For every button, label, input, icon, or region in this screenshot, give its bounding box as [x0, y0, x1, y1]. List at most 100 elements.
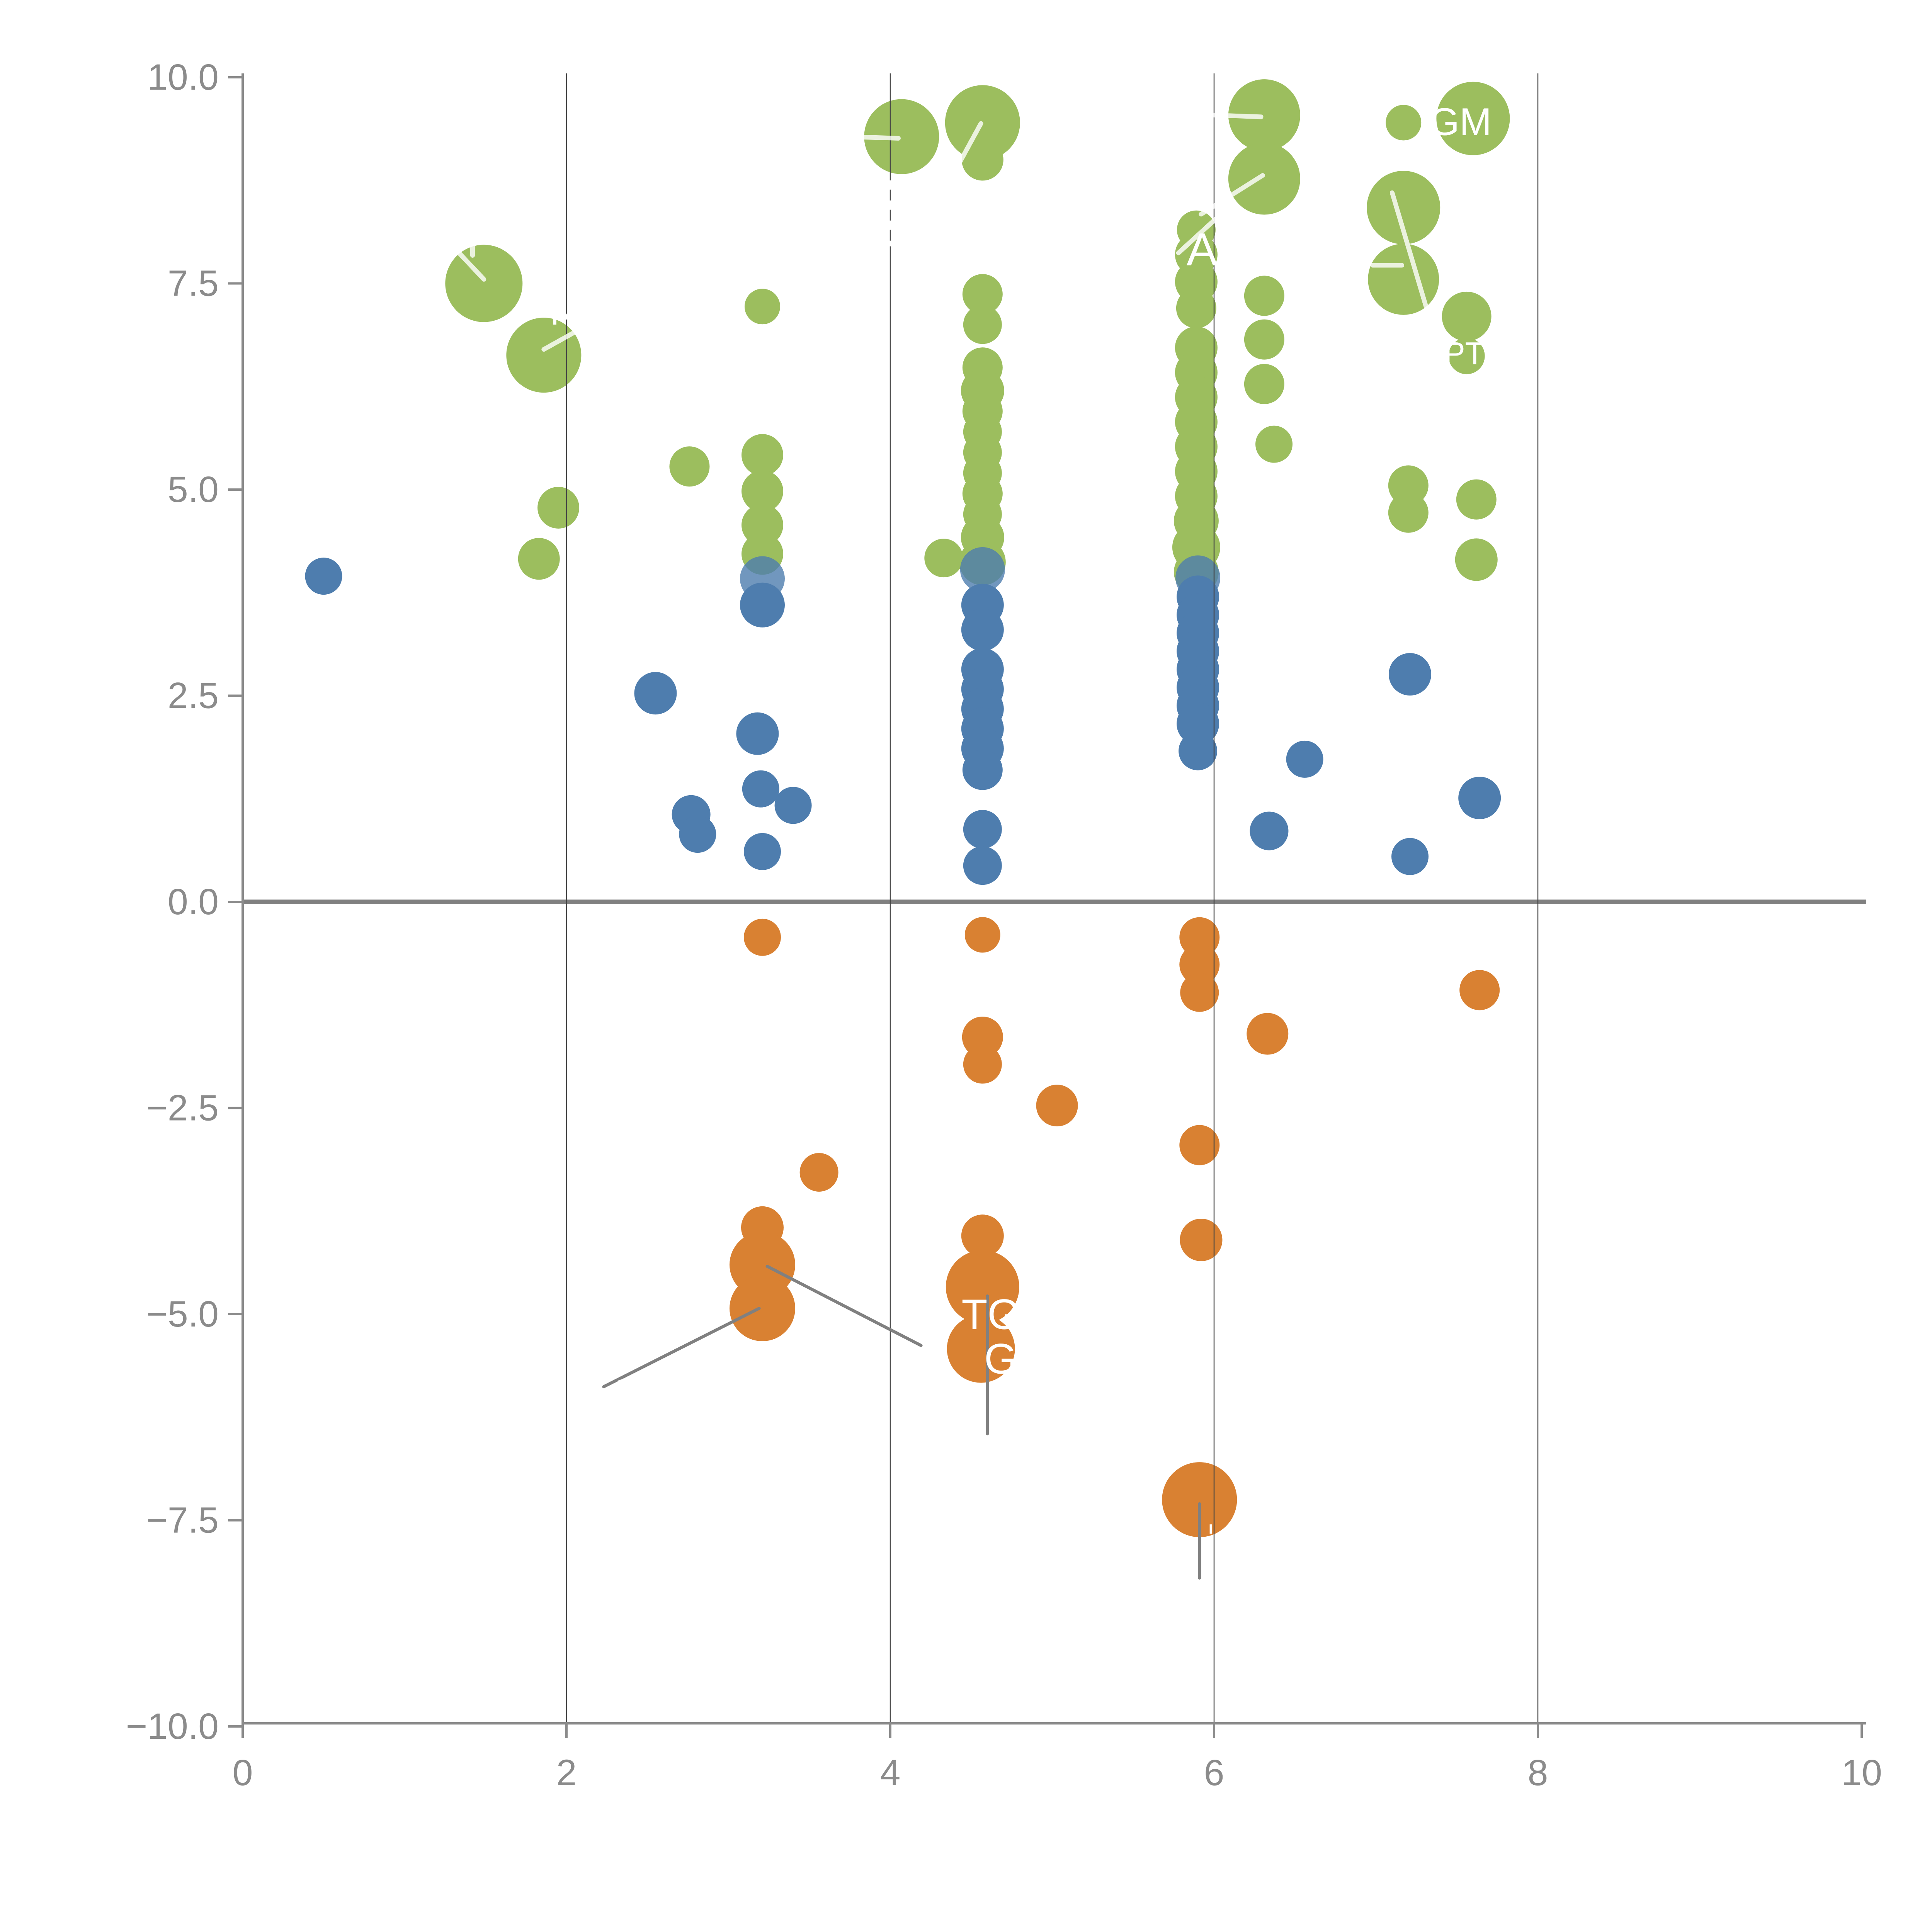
- bubble: [963, 305, 1002, 344]
- bubble: [741, 470, 783, 512]
- annotation-label: GM: [1429, 100, 1492, 143]
- bubble: [962, 274, 1003, 315]
- annotation-label: G: [984, 1335, 1017, 1383]
- annotation-label: TG: [961, 1291, 1020, 1338]
- y-tick-label: 2.5: [168, 675, 219, 716]
- green-bubbles: [445, 79, 1510, 595]
- y-tick-label: 5.0: [168, 469, 219, 510]
- bubble: [1179, 1125, 1220, 1165]
- white-leader-line: [1199, 173, 1265, 217]
- bubble: [669, 446, 710, 487]
- bubble: [799, 1153, 838, 1192]
- bubble: [1247, 1013, 1289, 1055]
- bubble: [1180, 1218, 1223, 1261]
- bubble: [679, 816, 716, 853]
- x-tick-label: 4: [880, 1752, 901, 1793]
- bubble: [1244, 276, 1284, 316]
- bubble: [961, 608, 1004, 651]
- bubble: [741, 434, 783, 476]
- bubble: [445, 245, 523, 322]
- bubble: [1442, 291, 1492, 341]
- bubble: [736, 712, 779, 755]
- bubble: [962, 1016, 1003, 1058]
- bubble: [1448, 338, 1485, 374]
- bubble: [1368, 243, 1439, 315]
- bubble: [1455, 538, 1498, 581]
- bubble: [742, 770, 779, 808]
- bubble: [743, 833, 781, 870]
- bubble: [1228, 79, 1300, 151]
- bubble: [744, 289, 780, 325]
- bubble: [1177, 702, 1219, 745]
- white-leader-line: [541, 318, 598, 352]
- white-leader-line: [1171, 111, 1264, 119]
- bubble: [1162, 1462, 1237, 1537]
- bubble: [1179, 944, 1220, 985]
- bubble: [1386, 105, 1422, 141]
- bubble: [1179, 731, 1218, 770]
- x-tick-label: 2: [556, 1752, 577, 1793]
- y-tick-label: −7.5: [146, 1500, 219, 1541]
- bubble: [947, 1315, 1015, 1383]
- bubble: [1456, 479, 1497, 520]
- axes-layer: 10.0 7.5 5.0 2.5 0.0 −2.5 −5.0 −7.5 −10.0 0 2 4 6 8 10: [126, 57, 1882, 1793]
- bubble: [924, 539, 963, 578]
- white-leader-line: [1176, 215, 1220, 255]
- y-tick-label: −5.0: [146, 1294, 219, 1335]
- bubble: [1388, 492, 1429, 533]
- bubble: [729, 1276, 795, 1342]
- bubble: [1459, 970, 1500, 1010]
- gridlines-layer: [566, 73, 1539, 1723]
- bubbles-layer: [305, 79, 1510, 1537]
- bubble: [1244, 319, 1284, 360]
- bubble: [961, 139, 1003, 181]
- white-leader-line: [946, 121, 983, 185]
- white-leader-line: [794, 133, 901, 141]
- annotation-text-layer: GM AUT PT N TGG: [550, 100, 1492, 1383]
- white-leader-line: [442, 236, 486, 282]
- gray-leader-line: [602, 1307, 761, 1388]
- y-tick-label: −2.5: [146, 1088, 219, 1129]
- bubble: [518, 538, 560, 580]
- bubble: [1388, 653, 1431, 696]
- white-leader-line: [1389, 190, 1435, 331]
- bubble: [1458, 777, 1501, 820]
- annotation-label: N: [550, 292, 577, 333]
- x-tick-label: 0: [233, 1752, 253, 1793]
- gray-leader-line: [765, 1265, 923, 1347]
- bubble: [960, 547, 1005, 592]
- bubble: [1244, 364, 1284, 404]
- bubble: [740, 582, 785, 628]
- y-tick-label: −10.0: [126, 1706, 219, 1747]
- bubble: [962, 750, 1003, 790]
- bubble: [963, 846, 1002, 885]
- annotation-label: PT: [1444, 336, 1485, 371]
- bubble: [634, 672, 677, 715]
- x-tick-label: 6: [1204, 1752, 1225, 1793]
- x-tick-label: 10: [1841, 1752, 1882, 1793]
- bubble: [963, 1045, 1002, 1084]
- leader-lines-layer: [442, 61, 1435, 1599]
- bubble: [1250, 811, 1289, 850]
- bubble: [1286, 740, 1323, 778]
- bubble: [537, 486, 580, 529]
- white-dashed-leader-line: [618, 1351, 700, 1383]
- bubble: [1255, 425, 1293, 463]
- annotation-label: AUT: [1187, 224, 1279, 276]
- bubble: [1436, 82, 1510, 155]
- y-tick-label: 7.5: [168, 263, 219, 304]
- bubble: [1367, 171, 1440, 245]
- bubble: [946, 1250, 1019, 1324]
- bubble: [741, 504, 783, 546]
- bubble: [864, 99, 939, 174]
- y-tick-label: 10.0: [147, 57, 219, 98]
- bubble: [1391, 838, 1429, 875]
- bubble: [963, 810, 1002, 849]
- bubble: [964, 917, 1000, 953]
- bubble: [774, 787, 812, 824]
- blue-bubbles: [305, 547, 1501, 885]
- bubble: [1228, 143, 1300, 215]
- bubble: [1180, 973, 1219, 1012]
